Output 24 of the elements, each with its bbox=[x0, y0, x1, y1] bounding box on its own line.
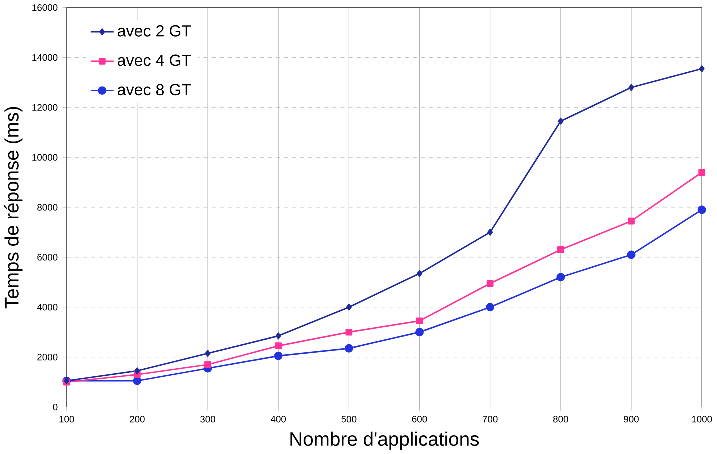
x-tick-label: 1000 bbox=[692, 416, 712, 422]
y-axis-title: Temps de réponse (ms) bbox=[4, 107, 23, 308]
x-tick-label: 100 bbox=[60, 416, 74, 422]
x-tick-label: 900 bbox=[624, 416, 639, 422]
y-tick-label: 12000 bbox=[32, 104, 58, 111]
y-tick-label: 2000 bbox=[38, 354, 58, 360]
y-tick-label: 10000 bbox=[32, 154, 58, 161]
x-tick-label: 400 bbox=[270, 416, 286, 422]
x-tick-label: 800 bbox=[553, 416, 568, 422]
x-axis-title: Nombre d'applications bbox=[290, 432, 480, 450]
x-tick-label: 700 bbox=[482, 416, 498, 422]
y-tick-label: 6000 bbox=[38, 254, 58, 261]
y-tick-label: 14000 bbox=[32, 54, 58, 61]
legend-label: avec 8 GT bbox=[118, 84, 192, 96]
legend-label: avec 4 GT bbox=[118, 54, 192, 66]
y-tick-label: 16000 bbox=[32, 4, 58, 11]
x-tick-label: 500 bbox=[342, 416, 357, 422]
legend-label: avec 2 GT bbox=[118, 25, 192, 37]
x-tick-label: 600 bbox=[412, 416, 428, 422]
x-tick-label: 300 bbox=[200, 416, 216, 422]
y-tick-label: 8000 bbox=[38, 204, 58, 211]
x-tick-label: 200 bbox=[130, 416, 145, 422]
y-tick-label: 4000 bbox=[37, 304, 58, 311]
y-tick-label: 0 bbox=[53, 404, 58, 410]
